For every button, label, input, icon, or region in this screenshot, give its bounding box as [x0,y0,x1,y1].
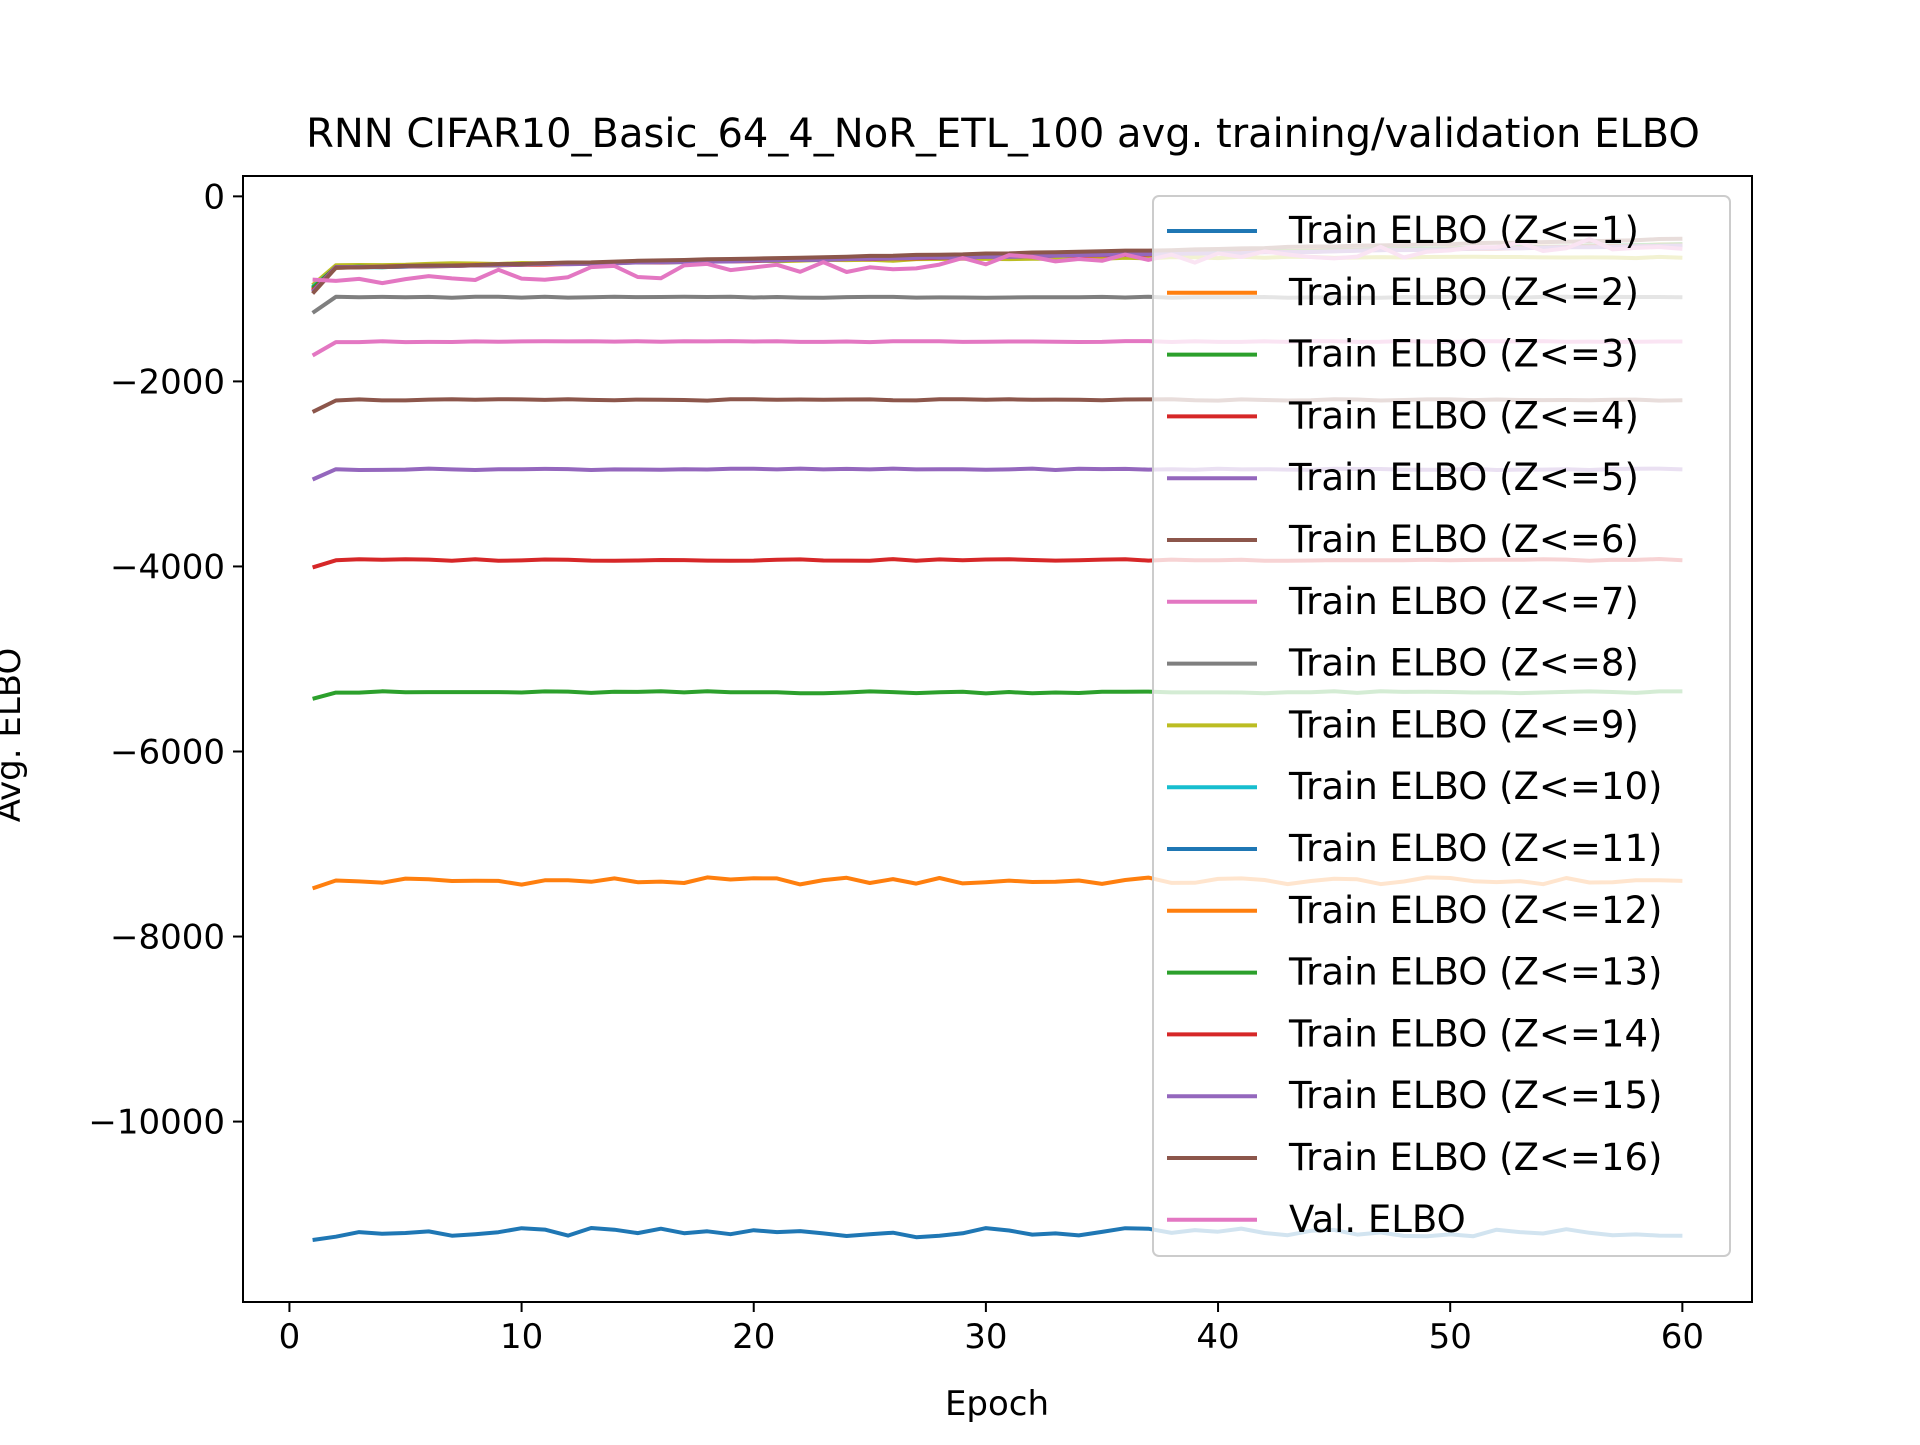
axes: 0 10 20 30 40 50 60 0 −2000 −4000 −6000 −8000 −10000 [88,175,1753,1357]
legend-label-train-elbo-z-9: Train ELBO (Z<=9) [1288,703,1639,746]
legend-label-train-elbo-z-12: Train ELBO (Z<=12) [1288,889,1662,932]
x-tick-label: 60 [1661,1317,1704,1357]
x-tick-label: 20 [732,1317,775,1357]
legend-label-train-elbo-z-1: Train ELBO (Z<=1) [1288,209,1639,252]
legend-label-train-elbo-z-13: Train ELBO (Z<=13) [1288,951,1662,994]
plot-frame [242,175,1753,1303]
y-tick-label: −10000 [88,1103,225,1143]
x-tick-label: 50 [1429,1317,1472,1357]
legend-label-train-elbo-z-14: Train ELBO (Z<=14) [1288,1012,1662,1055]
x-tick-label: 10 [500,1317,543,1357]
legend: Train ELBO (Z<=1) Train ELBO (Z<=2) Train … [1152,195,1731,1257]
chart-title: RNN CIFAR10_Basic_64_4_NoR_ETL_100 avg. … [306,111,1700,157]
legend-label-train-elbo-z-11: Train ELBO (Z<=11) [1288,827,1662,870]
x-tick-label: 40 [1196,1317,1239,1357]
legend-label-train-elbo-z-7: Train ELBO (Z<=7) [1288,580,1639,623]
legend-label-train-elbo-z-15: Train ELBO (Z<=15) [1288,1074,1662,1117]
legend-label-val-elbo: Val. ELBO [1289,1198,1466,1241]
x-tick-label: 0 [279,1317,301,1357]
y-tick-label: −6000 [110,732,225,772]
y-tick-label: −4000 [110,547,225,587]
legend-label-train-elbo-z-6: Train ELBO (Z<=6) [1288,518,1639,561]
legend-label-train-elbo-z-3: Train ELBO (Z<=3) [1288,333,1639,376]
legend-label-train-elbo-z-8: Train ELBO (Z<=8) [1288,642,1639,685]
legend-label-train-elbo-z-5: Train ELBO (Z<=5) [1288,456,1639,499]
legend-label-train-elbo-z-4: Train ELBO (Z<=4) [1288,394,1639,437]
y-tick-label: −2000 [110,362,225,402]
legend-label-train-elbo-z-16: Train ELBO (Z<=16) [1288,1136,1662,1179]
y-axis-label: Avg. ELBO [0,648,29,823]
legend-label-train-elbo-z-10: Train ELBO (Z<=10) [1288,765,1662,808]
legend-box [1152,195,1731,1257]
y-tick-label: 0 [203,177,225,217]
y-tick-label: −8000 [110,918,225,958]
x-axis-label: Epoch [945,1384,1049,1424]
x-tick-label: 30 [964,1317,1007,1357]
legend-label-train-elbo-z-2: Train ELBO (Z<=2) [1288,271,1639,314]
